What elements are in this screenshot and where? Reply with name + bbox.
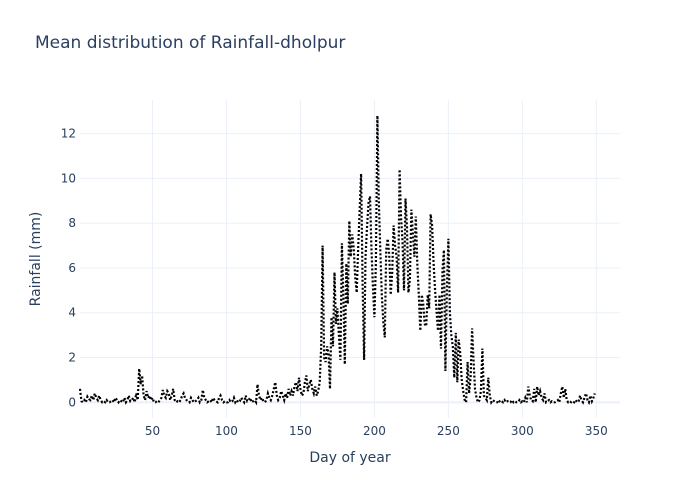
y-tick-label: 4 <box>68 306 76 320</box>
x-tick-label: 350 <box>585 424 608 438</box>
x-tick-label: 50 <box>145 424 160 438</box>
x-tick-label: 300 <box>511 424 534 438</box>
x-tick-label: 100 <box>215 424 238 438</box>
series-layer <box>78 115 596 406</box>
chart-title: Mean distribution of Rainfall-dholpur <box>35 33 346 53</box>
y-tick-label: 10 <box>61 171 76 185</box>
ticks-layer: 50 100 150 200 250 300 350 0 2 4 6 8 10 12 <box>61 127 608 438</box>
x-tick-label: 250 <box>437 424 460 438</box>
y-tick-label: 2 <box>68 351 76 365</box>
y-tick-label: 8 <box>68 216 76 230</box>
grid-layer <box>80 100 620 418</box>
y-axis-title: Rainfall (mm) <box>28 212 44 307</box>
x-axis-title: Day of year <box>309 450 391 466</box>
y-tick-label: 12 <box>61 127 76 141</box>
x-tick-label: 150 <box>289 424 312 438</box>
y-tick-label: 6 <box>68 261 76 275</box>
series-line <box>78 115 596 406</box>
x-tick-label: 200 <box>363 424 386 438</box>
y-tick-label: 0 <box>68 395 76 409</box>
